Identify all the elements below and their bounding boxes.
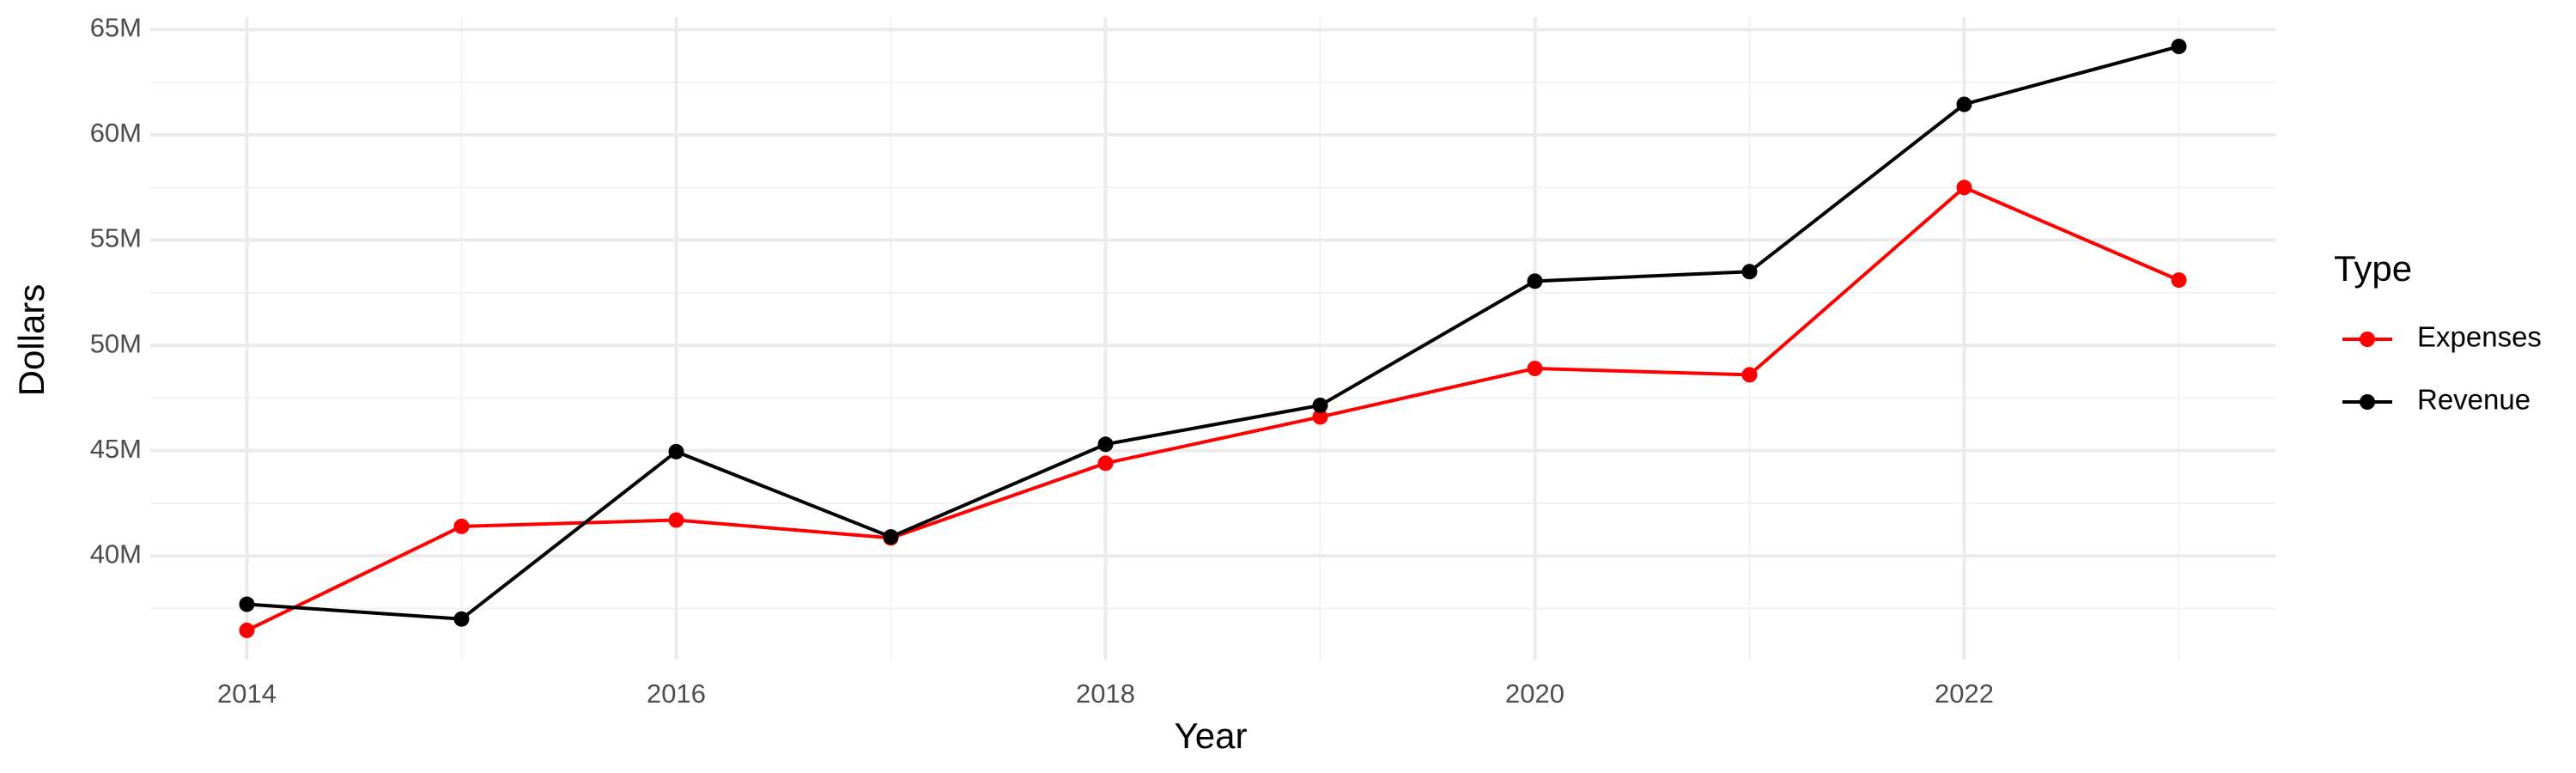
point	[1741, 367, 1758, 383]
legend-label: Revenue	[2417, 384, 2530, 416]
point	[1741, 264, 1758, 280]
grid	[150, 17, 2275, 660]
y-axis-title: Dollars	[11, 284, 52, 397]
series	[239, 180, 2187, 638]
x-axis-title: Year	[1175, 715, 1248, 756]
point	[239, 622, 255, 638]
legend-label: Expenses	[2417, 321, 2542, 353]
legend-key-point	[2360, 332, 2375, 347]
y-tick-label: 40M	[90, 539, 142, 569]
y-tick-label: 45M	[90, 434, 142, 464]
point	[1527, 273, 1543, 289]
x-tick-label: 2022	[1935, 679, 1994, 709]
legend-key-point	[2360, 394, 2375, 410]
point	[883, 529, 899, 545]
series	[239, 39, 2187, 627]
x-tick-label: 2020	[1505, 679, 1564, 709]
x-tick-label: 2014	[217, 679, 276, 709]
point	[453, 611, 470, 627]
legend: Expenses Revenue	[2342, 321, 2542, 416]
point	[2171, 39, 2187, 55]
x-tick-label: 2016	[647, 679, 706, 709]
point	[1956, 96, 1972, 113]
line	[246, 45, 2180, 621]
point	[239, 596, 255, 612]
y-tick-label: 55M	[90, 223, 142, 253]
y-tick-label: 60M	[90, 118, 142, 148]
point	[2171, 272, 2187, 289]
point	[1097, 436, 1114, 453]
y-tick-label: 50M	[90, 328, 142, 358]
point	[1312, 397, 1328, 413]
x-tick-label: 2018	[1076, 679, 1135, 709]
point	[453, 518, 470, 534]
point	[1527, 361, 1543, 377]
line	[246, 186, 2180, 632]
legend-title: Type	[2334, 248, 2412, 289]
point	[668, 512, 684, 528]
point	[1312, 409, 1328, 425]
point	[1956, 180, 1972, 196]
point	[1097, 455, 1114, 472]
point	[668, 443, 684, 460]
y-tick-label: 65M	[90, 13, 142, 43]
